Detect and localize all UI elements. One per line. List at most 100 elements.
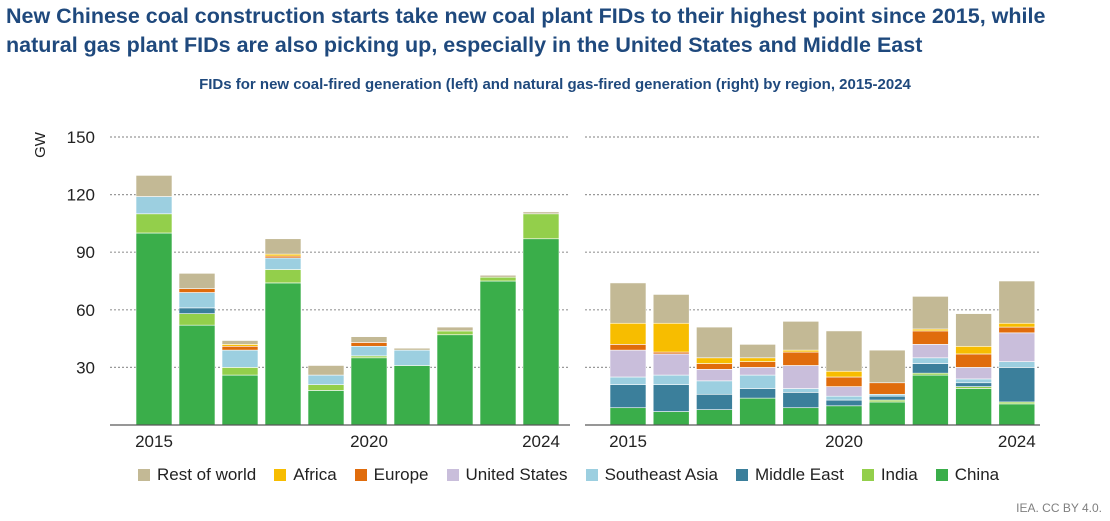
bar-segment-africa bbox=[652, 322, 690, 353]
bar-segment-middle-east bbox=[782, 392, 820, 409]
bar-segment-united-states bbox=[955, 367, 992, 380]
bar-segment-china bbox=[609, 407, 647, 426]
legend-item-india: India bbox=[861, 465, 918, 485]
bar-segment-india bbox=[307, 384, 345, 391]
bar-segment-middle-east bbox=[998, 367, 1036, 403]
bar-segment-europe bbox=[912, 330, 949, 345]
legend-label: United States bbox=[465, 465, 568, 484]
x-tick-label: 2024 bbox=[998, 432, 1036, 451]
bar-segment-india bbox=[436, 330, 474, 336]
bar-segment-china bbox=[436, 334, 474, 426]
chart-subtitle: FIDs for new coal-fired generation (left… bbox=[199, 76, 911, 93]
bar-segment-southeast-asia bbox=[178, 292, 216, 309]
bar-segment-india bbox=[135, 213, 173, 234]
bar-segment-india bbox=[178, 313, 216, 326]
bar-segment-china bbox=[307, 390, 345, 426]
bar-segment-rest-of-world bbox=[955, 313, 992, 347]
bar-segment-rest-of-world bbox=[825, 330, 863, 372]
bar-segment-rest-of-world bbox=[393, 347, 431, 351]
x-tick-label: 2015 bbox=[135, 432, 173, 451]
legend-swatch bbox=[735, 469, 748, 481]
bar-segment-rest-of-world bbox=[264, 238, 302, 255]
legend-label: Southeast Asia bbox=[604, 465, 718, 484]
bar-segment-china bbox=[868, 401, 906, 426]
bar-segment-rest-of-world bbox=[739, 344, 776, 359]
bar-segment-southeast-asia bbox=[393, 349, 431, 366]
legend-item-china: China bbox=[935, 465, 1000, 485]
bar-segment-china bbox=[782, 407, 820, 426]
bar-segment-middle-east bbox=[825, 399, 863, 407]
bar-segment-united-states bbox=[739, 367, 776, 376]
legend-item-rest-of-world: Rest of world bbox=[138, 465, 256, 485]
legend-swatch bbox=[585, 469, 598, 481]
bar-segment-rest-of-world bbox=[912, 296, 949, 330]
bar-segment-rest-of-world bbox=[221, 340, 259, 345]
bar-segment-southeast-asia bbox=[264, 257, 302, 270]
bar-segment-india bbox=[522, 213, 560, 240]
legend-swatch bbox=[138, 469, 150, 481]
bar-segment-rest-of-world bbox=[868, 349, 906, 384]
bar-segment-china bbox=[178, 324, 216, 426]
bar-segment-china bbox=[393, 365, 431, 426]
bar-segment-africa bbox=[739, 357, 776, 362]
legend-item-southeast-asia: Southeast Asia bbox=[585, 465, 718, 485]
legend-item-africa: Africa bbox=[274, 465, 337, 485]
bar-segment-china bbox=[998, 403, 1036, 426]
bar-segment-africa bbox=[955, 345, 992, 355]
legend-label: Rest of world bbox=[157, 465, 257, 484]
bar-segment-india bbox=[264, 269, 302, 284]
bar-segment-southeast-asia bbox=[135, 196, 173, 215]
bar-segment-middle-east bbox=[739, 388, 776, 399]
legend-label: Africa bbox=[293, 465, 337, 484]
bar-segment-southeast-asia bbox=[696, 380, 733, 395]
y-tick-label: 90 bbox=[76, 243, 95, 262]
bar-segment-china bbox=[221, 374, 259, 426]
bar-segment-china bbox=[825, 405, 863, 426]
bar-segment-rest-of-world bbox=[479, 274, 517, 278]
bar-segment-middle-east bbox=[912, 363, 949, 374]
legend-swatch bbox=[446, 469, 459, 481]
bar-segment-europe bbox=[609, 344, 647, 351]
y-tick-label: 120 bbox=[67, 186, 95, 205]
legend-label: Europe bbox=[373, 465, 429, 484]
bar-segment-southeast-asia bbox=[739, 374, 776, 389]
bar-segment-rest-of-world bbox=[307, 365, 345, 376]
bar-segment-china bbox=[479, 280, 517, 426]
bar-segment-china bbox=[350, 357, 388, 426]
bar-segment-united-states bbox=[652, 353, 690, 376]
legend-item-middle-east: Middle East bbox=[735, 465, 844, 485]
y-tick-label: 30 bbox=[76, 358, 95, 377]
y-tick-label: 150 bbox=[67, 128, 95, 147]
bar-segment-africa bbox=[998, 322, 1036, 328]
legend-swatch bbox=[354, 469, 367, 481]
bar-segment-middle-east bbox=[955, 382, 992, 387]
bar-segment-middle-east bbox=[178, 307, 216, 314]
legend-label: China bbox=[954, 465, 1000, 484]
bar-segment-china bbox=[739, 397, 776, 426]
bar-segment-united-states bbox=[998, 332, 1036, 362]
bar-segment-china bbox=[652, 411, 690, 426]
legend-swatch bbox=[274, 469, 287, 481]
legend-item-united-states: United States bbox=[446, 465, 568, 485]
bar-segment-middle-east bbox=[609, 384, 647, 409]
bar-segment-india bbox=[221, 367, 259, 376]
bar-segment-southeast-asia bbox=[221, 349, 259, 368]
chart-title: New Chinese coal construction starts tak… bbox=[6, 4, 1046, 57]
bar-segment-southeast-asia bbox=[782, 388, 820, 393]
x-tick-label: 2020 bbox=[825, 432, 863, 451]
bar-segment-india bbox=[479, 276, 517, 282]
bar-segment-china bbox=[135, 232, 173, 426]
bar-segment-europe bbox=[739, 361, 776, 368]
legend-swatch bbox=[935, 469, 948, 481]
bar-segment-middle-east bbox=[868, 395, 906, 401]
bar-segment-middle-east bbox=[696, 393, 733, 410]
credit-text: IEA. CC BY 4.0. bbox=[1016, 501, 1102, 515]
bar-segment-southeast-asia bbox=[998, 361, 1036, 368]
bar-segment-rest-of-world bbox=[135, 175, 173, 197]
bar-segment-europe bbox=[782, 351, 820, 366]
legend-swatch bbox=[861, 469, 874, 481]
legend-label: Middle East bbox=[754, 465, 844, 484]
bar-segment-rest-of-world bbox=[522, 211, 560, 215]
bar-segment-rest-of-world bbox=[652, 294, 690, 324]
bar-segment-middle-east bbox=[652, 384, 690, 412]
